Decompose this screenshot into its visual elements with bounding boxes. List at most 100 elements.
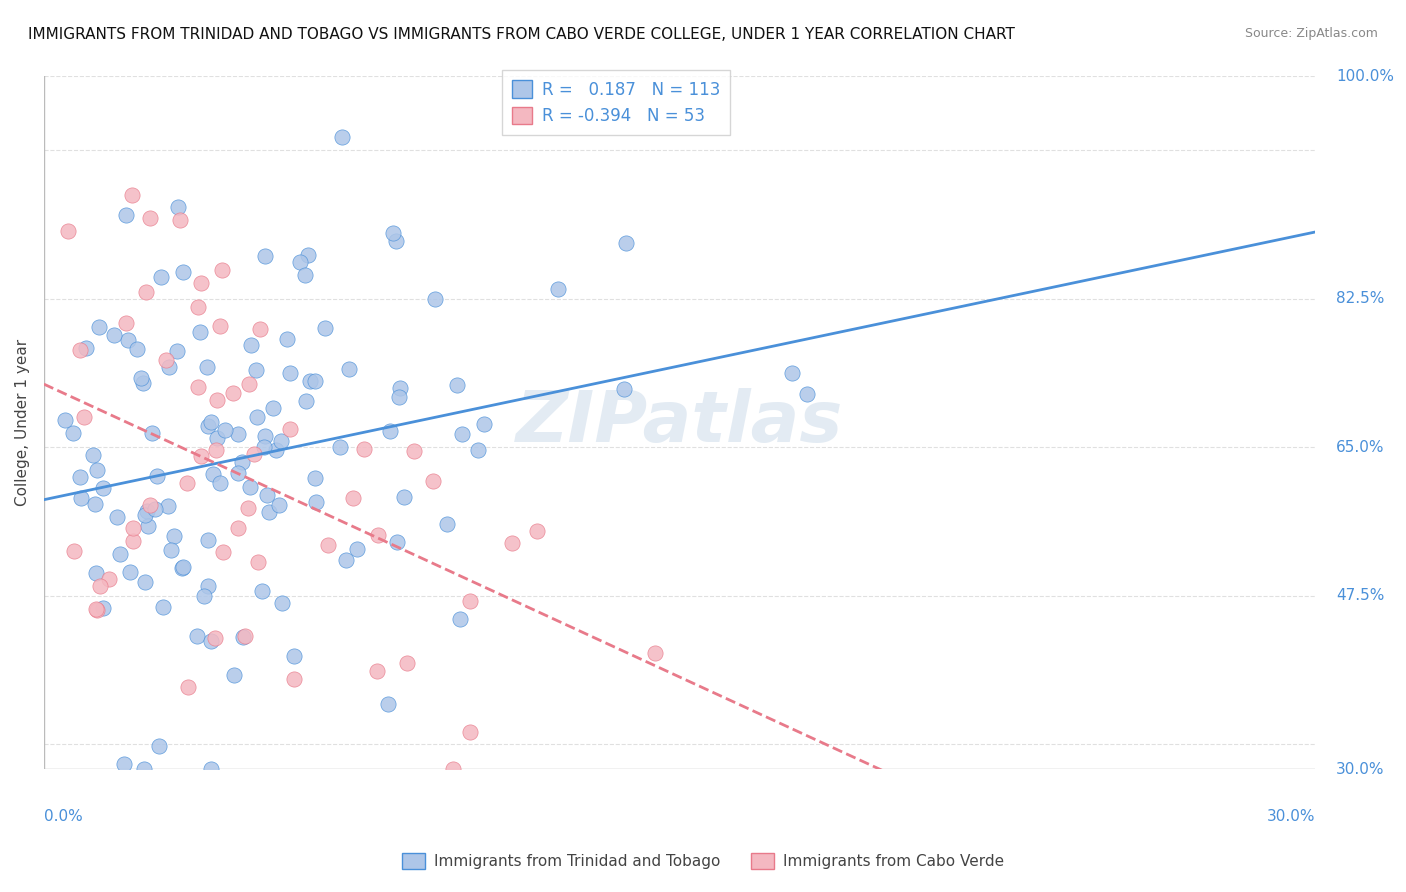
Legend: R =   0.187   N = 113, R = -0.394   N = 53: R = 0.187 N = 113, R = -0.394 N = 53 (502, 70, 730, 136)
Point (256, 488, 278, 502)
Point (70, 491, 93, 505)
Text: ZIPatlas: ZIPatlas (516, 388, 844, 457)
Point (335, 553, 357, 567)
Point (166, 343, 188, 358)
Point (441, 762, 464, 776)
Point (253, 429, 276, 443)
Point (337, 361, 360, 376)
Point (73, 410, 96, 425)
Point (366, 664, 388, 678)
Point (197, 533, 219, 547)
Text: Source: ZipAtlas.com: Source: ZipAtlas.com (1244, 27, 1378, 40)
Point (208, 475, 231, 490)
Point (346, 541, 368, 556)
Point (156, 499, 179, 513)
Point (122, 520, 145, 534)
Point (208, 318, 231, 333)
Point (298, 374, 321, 388)
Point (283, 649, 305, 664)
Point (283, 672, 305, 686)
Point (115, 208, 138, 222)
Point (120, 565, 142, 579)
Point (246, 409, 269, 424)
Point (193, 589, 215, 603)
Point (436, 516, 458, 531)
Point (262, 401, 284, 415)
Point (187, 380, 209, 394)
Point (121, 533, 143, 548)
Point (278, 422, 301, 436)
Point (204, 631, 226, 645)
Point (236, 501, 259, 516)
Point (288, 255, 311, 269)
Point (450, 426, 472, 441)
Point (385, 535, 408, 549)
Y-axis label: College, Under 1 year: College, Under 1 year (15, 339, 30, 506)
Point (526, 524, 548, 539)
Point (135, 285, 157, 299)
Point (547, 282, 569, 296)
Point (246, 555, 269, 569)
Point (278, 366, 301, 380)
Point (163, 529, 186, 543)
Text: 47.5%: 47.5% (1336, 589, 1385, 603)
Point (69, 470, 91, 484)
Point (115, 316, 138, 330)
Point (169, 213, 191, 227)
Point (353, 442, 375, 456)
Point (195, 359, 218, 374)
Point (108, 548, 131, 562)
Point (141, 425, 163, 440)
Point (377, 697, 399, 711)
Point (172, 560, 194, 574)
Point (314, 321, 336, 335)
Point (226, 466, 249, 480)
Point (89, 579, 111, 593)
Point (211, 262, 233, 277)
Point (295, 393, 318, 408)
Point (176, 476, 198, 491)
Point (231, 455, 253, 469)
Point (200, 415, 222, 429)
Point (222, 668, 245, 682)
Point (304, 374, 326, 388)
Point (134, 762, 156, 776)
Point (614, 235, 637, 250)
Text: 82.5%: 82.5% (1336, 292, 1385, 306)
Point (423, 292, 446, 306)
Point (271, 596, 294, 610)
Point (125, 342, 148, 356)
Point (112, 756, 135, 771)
Point (167, 200, 190, 214)
Point (381, 226, 404, 240)
Point (239, 481, 262, 495)
Point (380, 424, 402, 438)
Point (69, 343, 91, 357)
Point (138, 498, 160, 512)
Point (796, 387, 818, 401)
Point (150, 270, 173, 285)
Point (222, 386, 245, 401)
Point (253, 441, 276, 455)
Point (270, 434, 292, 448)
Point (402, 444, 425, 458)
Point (157, 359, 180, 374)
Point (389, 381, 412, 395)
Text: 100.0%: 100.0% (1336, 69, 1393, 84)
Point (136, 519, 159, 533)
Point (207, 431, 229, 445)
Point (294, 268, 316, 282)
Point (467, 442, 489, 457)
Point (460, 594, 482, 608)
Point (228, 521, 250, 535)
Text: 30.0%: 30.0% (1267, 809, 1315, 824)
Point (238, 376, 260, 391)
Point (91, 481, 114, 495)
Point (388, 390, 411, 404)
Point (135, 504, 157, 518)
Point (148, 739, 170, 754)
Point (422, 474, 444, 488)
Point (395, 656, 418, 670)
Text: 0.0%: 0.0% (44, 809, 83, 824)
Point (458, 725, 481, 739)
